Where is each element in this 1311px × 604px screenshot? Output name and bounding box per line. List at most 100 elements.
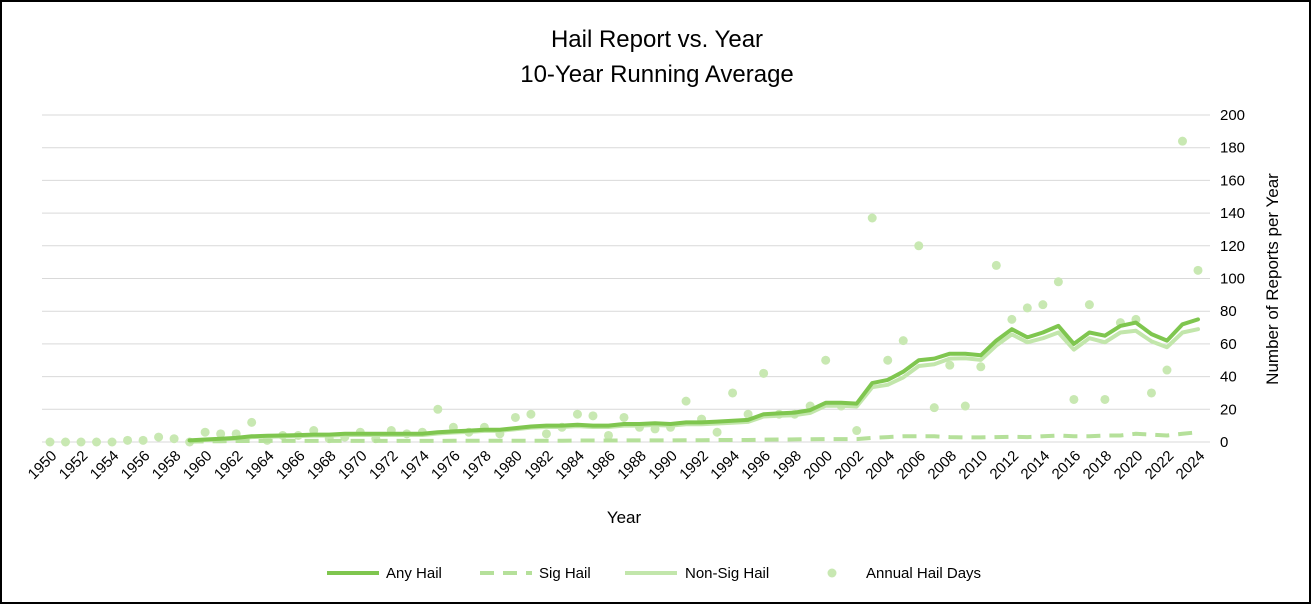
point-annual-hail-days: [821, 355, 831, 365]
point-annual-hail-days: [1100, 394, 1110, 404]
point-annual-hail-days: [1022, 303, 1032, 313]
y-tick-label: 160: [1220, 172, 1245, 189]
legend-label: Sig Hail: [539, 565, 591, 582]
legend: Any Hail Sig Hail Non-Sig Hail Annual Hail …: [327, 565, 981, 582]
point-annual-hail-days: [123, 435, 133, 445]
point-annual-hail-days: [867, 213, 877, 223]
point-annual-hail-days: [1146, 388, 1156, 398]
x-tick-label: 1992: [676, 447, 712, 483]
point-annual-hail-days: [247, 417, 257, 427]
y-tick-label: 80: [1220, 303, 1237, 320]
x-tick-label: 2022: [1142, 447, 1178, 483]
x-tick-label: 1976: [428, 447, 464, 483]
point-annual-hail-days: [712, 427, 722, 437]
point-annual-hail-days: [681, 396, 691, 406]
y-tick-label: 0: [1220, 434, 1228, 451]
series-layer: [45, 136, 1203, 447]
x-tick-label: 1968: [304, 447, 340, 483]
point-annual-hail-days: [852, 426, 862, 436]
point-annual-hail-days: [433, 404, 443, 414]
point-annual-hail-days: [728, 388, 738, 398]
point-annual-hail-days: [945, 360, 955, 370]
point-annual-hail-days: [1038, 300, 1048, 310]
y-tick-label: 120: [1220, 238, 1245, 255]
chart-title: Hail Report vs. Year: [551, 26, 763, 53]
x-tick-label: 2014: [1018, 447, 1054, 483]
x-tick-label: 1952: [56, 447, 92, 483]
y-tick-label: 180: [1220, 140, 1245, 157]
y-tick-label: 40: [1220, 369, 1237, 386]
point-annual-hail-days: [154, 432, 164, 442]
x-tick-label: 1980: [490, 447, 526, 483]
x-tick-label: 2020: [1111, 447, 1147, 483]
y-tick-label: 100: [1220, 271, 1245, 288]
legend-item-annual-hail-days: Annual Hail Days: [827, 565, 981, 582]
x-tick-labels: 1950195219541956195819601962196419661968…: [25, 447, 1209, 483]
point-annual-hail-days: [216, 429, 226, 439]
point-annual-hail-days: [588, 411, 598, 421]
x-tick-label: 2004: [862, 447, 898, 483]
point-annual-hail-days: [61, 437, 71, 447]
legend-item-non-sig-hail: Non-Sig Hail: [625, 565, 769, 582]
point-annual-hail-days: [743, 409, 753, 419]
chart-subtitle: 10-Year Running Average: [520, 61, 794, 88]
point-annual-hail-days: [759, 368, 769, 378]
x-axis-title: Year: [607, 508, 642, 527]
point-annual-hail-days: [619, 412, 629, 422]
x-tick-label: 2002: [831, 447, 867, 483]
point-annual-hail-days: [960, 401, 970, 411]
point-annual-hail-days: [991, 260, 1001, 270]
y-tick-labels: 0 20 40 60 80 100 120 140 160 180 200: [1220, 107, 1245, 451]
legend-swatch: [827, 568, 837, 578]
x-tick-label: 1958: [149, 447, 185, 483]
line-sig-hail: [189, 430, 1199, 444]
x-tick-label: 1962: [211, 447, 247, 483]
point-annual-hail-days: [92, 437, 102, 447]
point-annual-hail-days: [541, 429, 551, 439]
x-tick-label: 2024: [1173, 447, 1209, 483]
legend-item-any-hail: Any Hail: [327, 565, 442, 582]
point-annual-hail-days: [1162, 365, 1172, 375]
point-annual-hail-days: [914, 241, 924, 251]
legend-item-sig-hail: Sig Hail: [480, 565, 591, 582]
y-axis-title: Number of Reports per Year: [1263, 173, 1282, 385]
x-tick-label: 2000: [800, 447, 836, 483]
point-annual-hail-days: [1177, 136, 1187, 146]
x-tick-label: 2012: [987, 447, 1023, 483]
point-annual-hail-days: [107, 437, 117, 447]
x-tick-label: 1950: [25, 447, 61, 483]
x-tick-label: 1972: [366, 447, 402, 483]
line-any-hail: [187, 317, 1200, 443]
x-tick-label: 1982: [521, 447, 557, 483]
legend-label: Any Hail: [386, 565, 442, 582]
point-annual-hail-days: [169, 434, 179, 444]
x-tick-label: 1960: [180, 447, 216, 483]
x-tick-label: 1964: [242, 447, 278, 483]
point-annual-hail-days: [898, 336, 908, 346]
x-tick-label: 1954: [87, 447, 123, 483]
point-annual-hail-days: [526, 409, 536, 419]
point-annual-hail-days: [1007, 314, 1017, 324]
x-tick-label: 1986: [583, 447, 619, 483]
legend-label: Annual Hail Days: [866, 565, 981, 582]
gridlines: [42, 114, 1210, 443]
point-annual-hail-days: [603, 430, 613, 440]
point-annual-hail-days: [1084, 300, 1094, 310]
point-annual-hail-days: [572, 409, 582, 419]
x-tick-label: 1974: [397, 447, 433, 483]
x-tick-label: 1956: [118, 447, 154, 483]
x-tick-label: 1966: [273, 447, 309, 483]
y-tick-label: 140: [1220, 205, 1245, 222]
x-tick-label: 2018: [1080, 447, 1116, 483]
point-annual-hail-days: [883, 355, 893, 365]
y-tick-label: 20: [1220, 401, 1237, 418]
x-tick-label: 1978: [459, 447, 495, 483]
point-annual-hail-days: [1069, 394, 1079, 404]
x-tick-label: 1984: [552, 447, 588, 483]
y-tick-label: 60: [1220, 336, 1237, 353]
x-tick-label: 1998: [769, 447, 805, 483]
x-tick-label: 1996: [738, 447, 774, 483]
point-annual-hail-days: [138, 435, 148, 445]
